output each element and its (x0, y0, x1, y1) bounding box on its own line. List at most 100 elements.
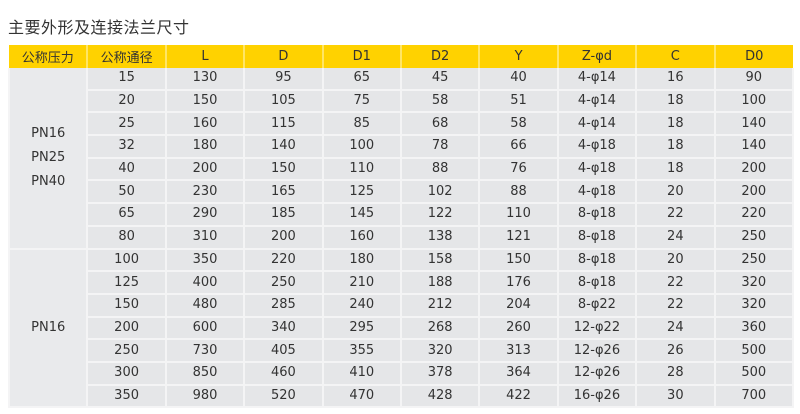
table-cell: 100 (86, 248, 167, 273)
table-row: 50 230 165 125 102 88 4-φ18 20 200 (9, 180, 795, 205)
table-cell: 18 (635, 89, 716, 114)
table-cell: 364 (478, 361, 559, 386)
table-cell: 158 (399, 248, 481, 273)
table-cell: 40 (86, 157, 167, 182)
table-cell: 320 (399, 339, 481, 363)
column-header: D2 (399, 45, 480, 68)
table-row: 200 600 340 295 268 260 12-φ22 24 360 (9, 316, 795, 341)
table-cell: 20 (635, 248, 716, 273)
table-cell: 8-φ18 (556, 248, 638, 273)
table-cell: 180 (164, 135, 246, 159)
table-cell: 24 (635, 225, 716, 250)
table-cell: 8-φ18 (556, 271, 638, 295)
table-cell: 28 (635, 361, 716, 386)
table-cell: 115 (243, 112, 324, 137)
table-cell: 95 (243, 68, 324, 91)
table-cell: 140 (713, 135, 795, 159)
table-cell: 18 (635, 135, 716, 159)
table-cell: 165 (243, 180, 324, 205)
table-cell: 188 (399, 271, 481, 295)
table-row: 40 200 150 110 88 76 4-φ18 18 200 (9, 157, 795, 182)
column-header: Y (478, 45, 558, 68)
table-row: 125 400 250 210 188 176 8-φ18 22 320 (9, 271, 795, 295)
column-header: 公称压力 (9, 45, 88, 68)
table-cell: 110 (321, 157, 402, 182)
table-cell: 200 (243, 225, 324, 250)
table-cell: 110 (478, 203, 559, 227)
table-cell: 138 (399, 225, 481, 250)
table-cell: 350 (86, 384, 167, 409)
table-cell: 150 (164, 89, 246, 114)
table-cell: 212 (399, 293, 481, 318)
table-cell: 20 (635, 180, 716, 205)
table-cell: 102 (399, 180, 481, 205)
table-cell: 66 (478, 135, 559, 159)
table-cell: 16 (635, 68, 716, 91)
table-cell: 25 (86, 112, 167, 137)
pressure-label: PN25 (31, 149, 66, 165)
table-cell: 405 (243, 339, 324, 363)
table-cell: 4-φ14 (556, 89, 638, 114)
table-cell: 470 (321, 384, 402, 409)
table-cell: 45 (399, 68, 481, 91)
table-cell: 250 (86, 339, 167, 363)
table-cell: 18 (635, 112, 716, 137)
table-cell: 121 (478, 225, 559, 250)
table-cell: 240 (321, 293, 402, 318)
table-cell: 176 (478, 271, 559, 295)
column-header: L (164, 45, 245, 68)
table-cell: 8-φ18 (556, 225, 638, 250)
table-row: PN16 PN25 PN40 15 130 95 65 45 40 4-φ14 16 90 (7, 68, 795, 250)
table-cell: 22 (635, 293, 716, 318)
table-cell: 4-φ18 (556, 157, 638, 182)
table-cell: 30 (635, 384, 716, 409)
table-cell: 250 (243, 271, 324, 295)
table-cell: 204 (478, 293, 559, 318)
table-cell: 4-φ14 (556, 112, 638, 137)
table-cell: 160 (164, 112, 246, 137)
table-cell: 4-φ14 (556, 68, 638, 91)
page-title: 主要外形及连接法兰尺寸 (8, 18, 190, 37)
column-header: D0 (713, 45, 793, 68)
table-cell: 850 (164, 361, 246, 386)
table-cell: 68 (399, 112, 481, 137)
table-cell: 12-φ26 (556, 361, 638, 386)
table-cell: 65 (86, 203, 167, 227)
table-cell: 185 (243, 203, 324, 227)
pressure-label: PN40 (31, 173, 66, 189)
table-cell: 4-φ18 (556, 180, 638, 205)
column-header: D (243, 45, 323, 68)
table-cell: 8-φ18 (556, 203, 638, 227)
table-cell: 300 (86, 361, 167, 386)
table-row: 300 850 460 410 378 364 12-φ26 28 500 (9, 361, 795, 386)
table-row: 25 160 115 85 68 58 4-φ14 18 140 (9, 112, 795, 137)
table-cell: 16-φ26 (556, 384, 638, 409)
table-cell: 310 (164, 225, 246, 250)
column-header: D1 (321, 45, 401, 68)
table-cell: 313 (478, 339, 559, 363)
table-cell: 12-φ26 (556, 339, 638, 363)
table-cell: 480 (164, 293, 246, 318)
table-cell: 22 (635, 203, 716, 227)
table-cell: 51 (478, 89, 559, 114)
table-header-row: 公称压力 公称通径 L D D1 D2 Y Z-φd C D0 (9, 45, 793, 68)
pressure-cell: PN16 PN25 PN40 (7, 68, 89, 250)
table-row: 150 480 285 240 212 204 8-φ22 22 320 (9, 293, 795, 318)
table-cell: 700 (713, 384, 795, 409)
table-cell: 200 (86, 316, 167, 341)
table-cell: 50 (86, 180, 167, 205)
table-row: 250 730 405 355 320 313 12-φ26 26 500 (9, 339, 795, 363)
table-cell: 340 (243, 316, 324, 341)
table-cell: 260 (478, 316, 559, 341)
table-cell: 150 (478, 248, 559, 273)
table-cell: 65 (321, 68, 402, 91)
table-cell: 460 (243, 361, 324, 386)
table-cell: 80 (86, 225, 167, 250)
table-cell: 58 (478, 112, 559, 137)
table-cell: 140 (713, 112, 795, 137)
table-cell: 40 (478, 68, 559, 91)
table-cell: 320 (713, 293, 795, 318)
table-cell: 500 (713, 361, 795, 386)
table-cell: 12-φ22 (556, 316, 638, 341)
column-header: C (635, 45, 715, 68)
